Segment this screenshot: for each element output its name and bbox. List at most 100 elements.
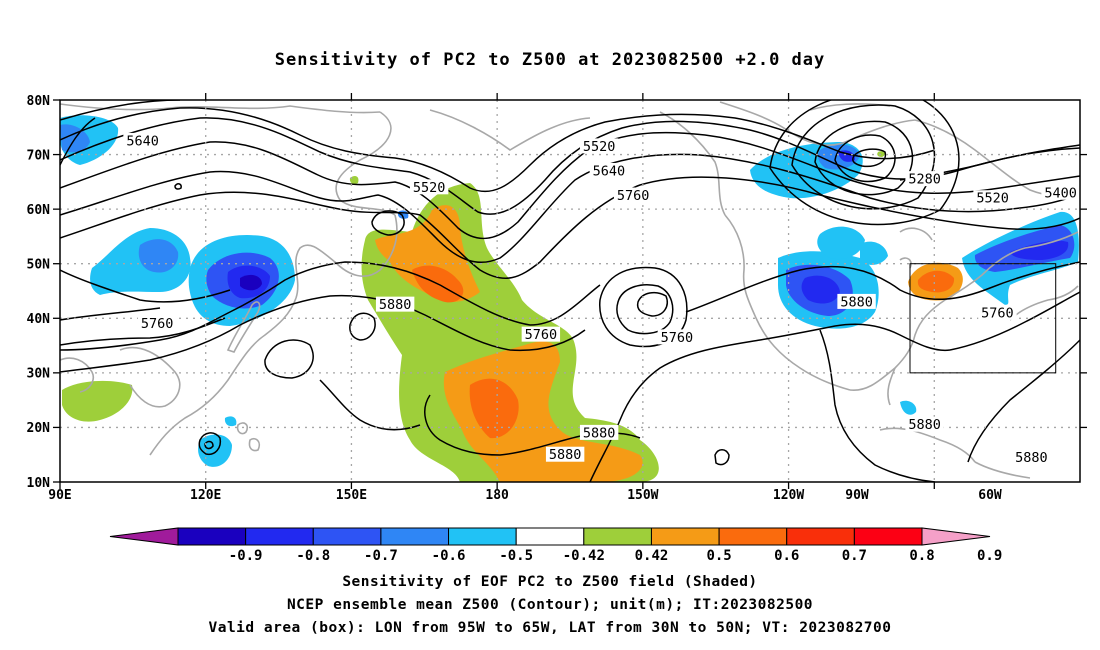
contour-label: 5880	[1012, 449, 1051, 466]
z500-contours	[60, 100, 1080, 482]
contour-label: 5760	[657, 329, 697, 346]
contour-label-text: 5640	[593, 163, 626, 179]
colorbar-tick-label: -0.6	[432, 548, 466, 564]
colorbar-swatch	[380, 527, 450, 546]
caption-line-1: Sensitivity of EOF PC2 to Z500 field (Sh…	[342, 574, 758, 590]
contour-label-text: 5880	[583, 425, 616, 441]
contour-label-background	[973, 190, 1012, 206]
contour-label-background	[579, 424, 619, 440]
contour-label-text: 5400	[1044, 185, 1077, 201]
graticule	[60, 100, 1080, 482]
latitude-ticks	[53, 99, 1087, 483]
contour-label: 5760	[978, 304, 1017, 321]
lon-label-120w: 120W	[773, 488, 804, 503]
contour-label: 5760	[613, 187, 653, 204]
colorbar-overflow-arrow	[921, 527, 991, 546]
lat-label-80n: 80N	[27, 94, 51, 109]
colorbar-tick-label: 0.42	[635, 548, 669, 564]
colorbar-tick-label: 0.7	[842, 548, 867, 564]
contour-label: 5640	[123, 132, 162, 149]
contour-label-text: 5760	[981, 305, 1014, 321]
contour-label: 5520	[409, 179, 449, 196]
contour-label: 5880	[375, 296, 415, 313]
valid-area-box	[909, 263, 1057, 374]
figure-title: Sensitivity of PC2 to Z500 at 2023082500…	[274, 50, 826, 70]
longitude-axis: 90E 120E 150E 180 150W 120W 90W 60W	[48, 488, 1002, 503]
contour-label-text: 5880	[1015, 450, 1048, 466]
contour-label-text: 5760	[141, 316, 174, 332]
contour-label: 5400	[1041, 184, 1080, 201]
colorbar-tick-label: 0.6	[774, 548, 799, 564]
plot-frame	[59, 99, 1081, 483]
colorbar-underflow-arrow	[109, 527, 179, 546]
lon-label-150e: 150E	[336, 488, 367, 503]
contour-label: 5520	[579, 138, 619, 155]
colorbar-swatch	[786, 527, 855, 546]
contour-label-background	[409, 179, 449, 195]
map-plot-area: 5640 5520 5520 5640 5760 5280 5520 5400 5880 5760…	[60, 100, 1080, 482]
contour-label-background	[123, 132, 162, 148]
contour-label-text: 5880	[549, 447, 582, 463]
contour-label: 5880	[579, 424, 619, 441]
lon-label-90w: 90W	[845, 488, 869, 503]
contour-label: 5520	[973, 190, 1012, 207]
colorbar-swatch	[515, 527, 585, 546]
contour-label-background	[905, 416, 944, 432]
caption-line-2: NCEP ensemble mean Z500 (Contour); unit(…	[286, 597, 814, 613]
contour-label-background	[521, 326, 561, 342]
contour-label-background	[579, 138, 619, 154]
contour-label-background	[375, 296, 415, 312]
lat-label-60n: 60N	[27, 203, 51, 218]
contour-label: 5880	[837, 293, 876, 310]
contour-label-background	[1041, 184, 1080, 200]
colorbar-swatch	[448, 527, 517, 546]
contour-label: 5760	[521, 326, 561, 343]
contour-label-text: 5760	[661, 330, 694, 346]
colorbar-swatch	[245, 527, 314, 546]
contour-label-background	[137, 315, 177, 331]
lon-label-60w: 60W	[978, 488, 1002, 503]
colorbar-tick-label: -0.8	[296, 548, 330, 564]
latitude-axis: 80N 70N 60N 50N 40N 30N 20N 10N	[27, 94, 51, 491]
contour-label: 5880	[905, 416, 944, 433]
colorbar-swatch	[650, 527, 720, 546]
contour-label-background	[1012, 449, 1051, 465]
contour-label: 5760	[137, 315, 177, 332]
lon-label-180: 180	[485, 488, 509, 503]
contour-label-text: 5760	[525, 327, 558, 343]
lon-label-120e: 120E	[190, 488, 221, 503]
colorbar-swatch	[583, 527, 652, 546]
colorbar-tick-label: 0.5	[706, 548, 731, 564]
colorbar-tick-label: 0.9	[977, 548, 1002, 564]
colorbar-tick-label: -0.42	[563, 548, 605, 564]
contour-label-text: 5880	[379, 297, 412, 313]
contour-label-background	[905, 171, 944, 187]
lat-label-20n: 20N	[27, 421, 51, 436]
longitude-ticks	[59, 93, 935, 489]
colorbar: -0.9 -0.8 -0.7 -0.6 -0.5 -0.42 0.42 0.5 0.6 0.7 0.…	[109, 527, 1002, 564]
lat-label-70n: 70N	[27, 149, 51, 164]
colorbar-swatch	[853, 527, 923, 546]
colorbar-tick-label: 0.8	[909, 548, 934, 564]
colorbar-tick-label: -0.7	[364, 548, 398, 564]
contour-label-background	[837, 293, 876, 309]
contour-label-background	[657, 329, 697, 345]
contour-label-text: 5640	[126, 133, 159, 149]
colorbar-tick-label: -0.5	[499, 548, 533, 564]
contour-label-text: 5520	[976, 191, 1009, 207]
contour-label: 5640	[589, 162, 629, 179]
colorbar-swatch	[312, 527, 382, 546]
contour-label-text: 5280	[908, 172, 941, 188]
contour-label: 5280	[905, 171, 944, 188]
contour-label-text: 5760	[617, 188, 650, 204]
colorbar-swatch	[177, 527, 247, 546]
colorbar-tick-label: -0.9	[229, 548, 263, 564]
contour-label-background	[589, 162, 629, 178]
caption-line-3: Valid area (box): LON from 95W to 65W, L…	[208, 620, 892, 636]
contour-label-text: 5880	[840, 294, 873, 310]
lat-label-50n: 50N	[27, 258, 51, 273]
contour-labels: 5640 5520 5520 5640 5760 5280 5520 5400 5880 5760…	[123, 132, 1080, 466]
contour-label-text: 5520	[413, 180, 446, 196]
lat-label-30n: 30N	[27, 367, 51, 382]
